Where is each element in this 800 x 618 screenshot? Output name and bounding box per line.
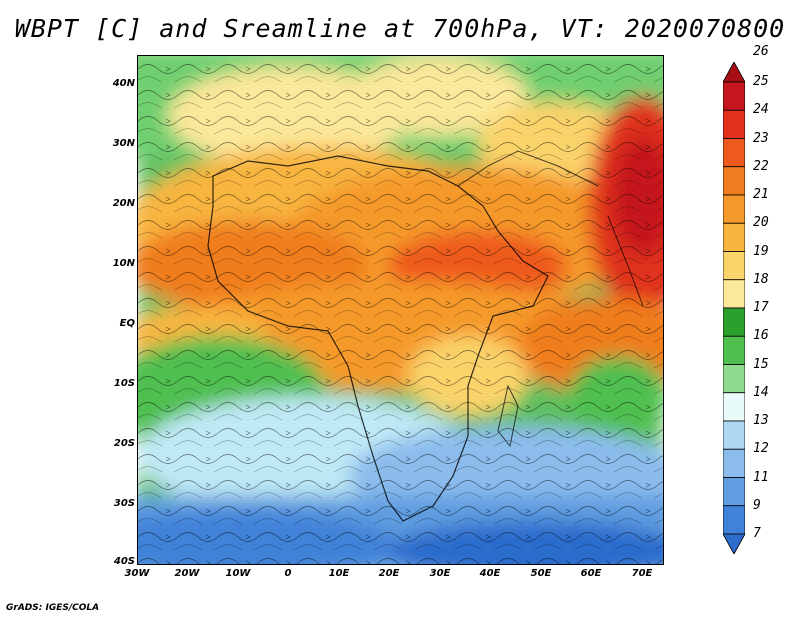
colorbar-label: 22: [753, 158, 769, 174]
lon-label: 20E: [378, 568, 400, 579]
colorbar-label: 19: [753, 243, 769, 259]
colorbar-segment: [723, 138, 745, 168]
colorbar-label: 12: [753, 441, 769, 457]
colorbar-label: 21: [753, 187, 769, 202]
colorbar-label: 9: [753, 497, 761, 513]
colorbar-top-arrow: [723, 62, 745, 83]
lon-label: 70E: [631, 568, 653, 579]
colorbar-segment: [723, 420, 745, 450]
colorbar-label: 26: [753, 43, 769, 59]
lon-label: 40E: [479, 568, 501, 579]
colorbar-segment: [723, 194, 745, 224]
coastline: [207, 155, 549, 522]
colorbar-label: 11: [753, 469, 769, 485]
lat-label: 30N: [112, 138, 135, 149]
colorbar-label: 14: [753, 384, 769, 400]
colorbar-label: 23: [753, 130, 769, 146]
colorbar-segment: [723, 477, 745, 507]
colorbar-segment: [723, 392, 745, 422]
colorbar-label: 18: [753, 271, 769, 287]
lat-label: 10N: [112, 258, 135, 269]
colorbar-label: 25: [753, 74, 769, 89]
colorbar-label: 16: [753, 328, 769, 344]
lat-label: 10S: [113, 378, 135, 389]
lon-label: 10W: [225, 568, 251, 579]
colorbar-segment: [723, 307, 745, 337]
colorbar-segment: [723, 251, 745, 281]
lon-label: 50E: [530, 568, 552, 579]
colorbar-segment: [723, 364, 745, 394]
colorbar-segment: [723, 81, 745, 111]
colorbar-segment: [723, 109, 745, 139]
lat-label: 40N: [112, 78, 135, 89]
colorbar-label: 13: [753, 413, 769, 428]
colorbar: [723, 62, 745, 554]
lon-label: 10E: [328, 568, 350, 579]
lat-label: 30S: [113, 498, 135, 509]
colorbar-label: 24: [753, 102, 769, 118]
lat-label: EQ: [119, 318, 135, 329]
colorbar-bottom-arrow: [723, 533, 745, 554]
colorbar-label: 7: [753, 526, 761, 541]
colorbar-segment: [723, 279, 745, 309]
lon-label: 20W: [174, 568, 200, 579]
lon-label: 30E: [429, 568, 451, 579]
colorbar-segment: [723, 335, 745, 365]
lat-label: 40S: [113, 556, 135, 567]
lon-label: 60E: [580, 568, 602, 579]
colorbar-label: 17: [753, 300, 769, 315]
wbpt-map: [138, 56, 663, 564]
colorbar-segment: [723, 448, 745, 478]
credit-text: GrADS: IGES/COLA: [6, 603, 100, 613]
lat-label: 20S: [113, 438, 135, 449]
colorbar-segment: [723, 222, 745, 252]
lon-label: 30W: [124, 568, 150, 579]
lat-label: 20N: [112, 198, 135, 209]
colorbar-segment: [723, 505, 745, 535]
colorbar-label: 20: [753, 215, 769, 231]
lon-label: 0: [284, 568, 292, 579]
map-panel: [137, 55, 664, 565]
colorbar-label: 15: [753, 356, 769, 372]
colorbar-segment: [723, 166, 745, 196]
map-title: WBPT [C] and Sreamline at 700hPa, VT: 20…: [14, 14, 786, 43]
